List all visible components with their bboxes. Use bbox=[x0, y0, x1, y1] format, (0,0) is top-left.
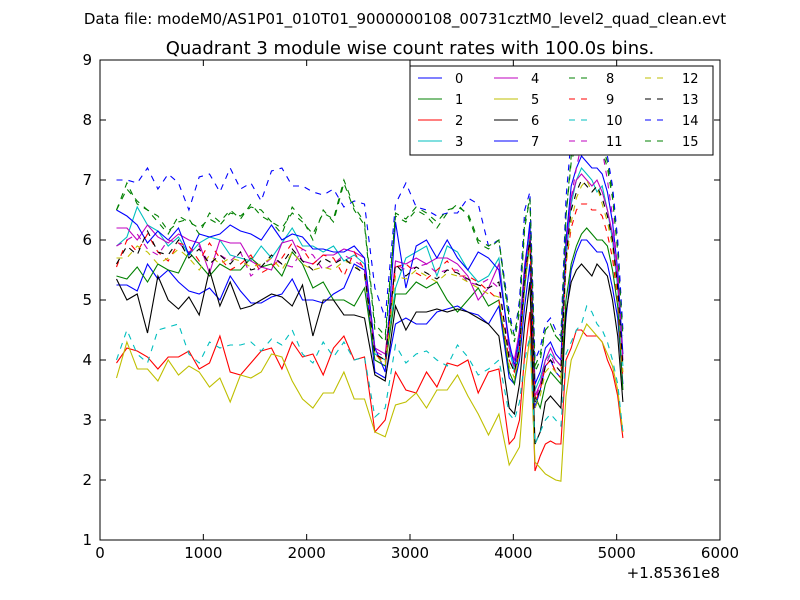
series-line-13 bbox=[116, 178, 624, 403]
x-tick-label: 1000 bbox=[184, 544, 222, 562]
y-tick-label: 7 bbox=[82, 171, 92, 189]
legend-label-0: 0 bbox=[455, 72, 463, 87]
y-tick-label: 6 bbox=[82, 231, 92, 249]
series-line-11 bbox=[116, 113, 624, 403]
legend-label-10: 10 bbox=[606, 114, 623, 129]
x-tick-label: 2000 bbox=[288, 544, 326, 562]
legend-label-6: 6 bbox=[531, 114, 539, 129]
x-tick-label: 0 bbox=[95, 544, 105, 562]
legend-label-13: 13 bbox=[682, 93, 699, 108]
x-offset-label: +1.85361e8 bbox=[627, 564, 720, 582]
legend-label-12: 12 bbox=[682, 72, 699, 87]
series-line-10 bbox=[115, 304, 624, 445]
x-tick-label: 4000 bbox=[494, 544, 532, 562]
series-line-7 bbox=[116, 154, 624, 385]
legend-label-9: 9 bbox=[606, 93, 614, 108]
legend-label-3: 3 bbox=[455, 135, 463, 150]
legend-label-2: 2 bbox=[455, 114, 463, 129]
y-tick-label: 4 bbox=[82, 351, 92, 369]
legend-label-15: 15 bbox=[682, 135, 699, 150]
legend-label-4: 4 bbox=[531, 72, 539, 87]
series-line-12 bbox=[116, 178, 624, 409]
legend-label-7: 7 bbox=[531, 135, 539, 150]
series-line-6 bbox=[116, 262, 624, 445]
legend-label-11: 11 bbox=[606, 135, 623, 150]
series-line-2 bbox=[116, 311, 624, 472]
series-line-4 bbox=[116, 173, 624, 397]
series-layer bbox=[115, 112, 624, 482]
legend-label-14: 14 bbox=[682, 114, 699, 129]
x-tick-label: 6000 bbox=[701, 544, 739, 562]
series-line-8 bbox=[116, 124, 624, 373]
series-line-9 bbox=[115, 203, 624, 403]
x-tick-label: 3000 bbox=[391, 544, 429, 562]
legend-box bbox=[409, 65, 714, 156]
series-line-0 bbox=[116, 239, 624, 409]
y-tick-label: 8 bbox=[82, 111, 92, 129]
series-line-5 bbox=[115, 322, 624, 482]
legend-label-5: 5 bbox=[531, 93, 539, 108]
x-tick-label: 5000 bbox=[598, 544, 636, 562]
chart-title: Quadrant 3 module wise count rates with … bbox=[166, 38, 655, 59]
y-tick-label: 3 bbox=[82, 411, 92, 429]
y-tick-label: 9 bbox=[82, 51, 92, 69]
legend-label-8: 8 bbox=[606, 72, 614, 87]
data-file-header: Data file: modeM0/AS1P01_010T01_90000001… bbox=[84, 10, 726, 29]
series-line-15 bbox=[115, 130, 624, 367]
y-tick-label: 2 bbox=[82, 471, 92, 489]
series-line-1 bbox=[116, 227, 624, 410]
y-tick-label: 1 bbox=[82, 531, 92, 549]
legend-label-1: 1 bbox=[455, 93, 463, 108]
y-tick-label: 5 bbox=[82, 291, 92, 309]
